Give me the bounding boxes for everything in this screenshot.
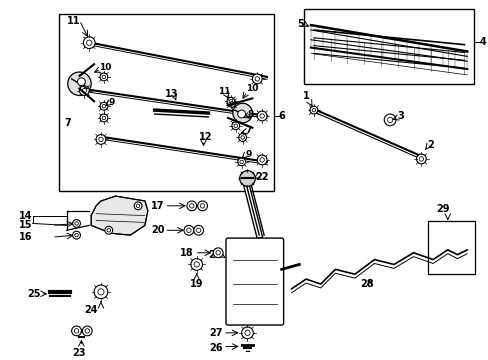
Text: 4: 4 bbox=[479, 37, 486, 47]
Text: 5: 5 bbox=[297, 19, 304, 29]
Text: 28: 28 bbox=[359, 279, 373, 289]
Circle shape bbox=[232, 103, 252, 123]
Text: 29: 29 bbox=[435, 204, 448, 214]
Circle shape bbox=[100, 114, 107, 122]
Bar bbox=[59, 14, 273, 191]
Circle shape bbox=[83, 37, 95, 49]
Text: 10: 10 bbox=[99, 63, 111, 72]
Text: 22: 22 bbox=[255, 172, 268, 181]
Circle shape bbox=[190, 258, 202, 270]
Circle shape bbox=[104, 226, 112, 234]
Polygon shape bbox=[91, 196, 147, 235]
Circle shape bbox=[416, 154, 426, 164]
Circle shape bbox=[100, 102, 107, 110]
Circle shape bbox=[384, 114, 395, 126]
Circle shape bbox=[73, 231, 81, 239]
Text: 12: 12 bbox=[198, 132, 212, 143]
Circle shape bbox=[257, 111, 266, 121]
Text: 20: 20 bbox=[151, 225, 164, 235]
Text: 9: 9 bbox=[245, 149, 251, 158]
Circle shape bbox=[78, 78, 85, 86]
Circle shape bbox=[213, 248, 223, 258]
Bar bbox=[427, 221, 474, 274]
Text: 27: 27 bbox=[209, 328, 223, 338]
Text: 7: 7 bbox=[65, 118, 71, 128]
Circle shape bbox=[73, 220, 81, 227]
Text: 8: 8 bbox=[247, 111, 253, 120]
Text: 14: 14 bbox=[19, 211, 33, 221]
Text: 9: 9 bbox=[108, 98, 115, 107]
Circle shape bbox=[94, 285, 107, 299]
Text: 7: 7 bbox=[245, 126, 251, 135]
Text: 6: 6 bbox=[278, 111, 285, 121]
Circle shape bbox=[241, 327, 253, 339]
Circle shape bbox=[134, 202, 142, 210]
Circle shape bbox=[193, 225, 203, 235]
Circle shape bbox=[80, 86, 89, 95]
Text: 25: 25 bbox=[27, 289, 41, 299]
Text: 1: 1 bbox=[302, 91, 309, 101]
Bar bbox=[304, 9, 473, 84]
Text: 16: 16 bbox=[19, 232, 33, 242]
Text: 3: 3 bbox=[396, 111, 403, 121]
Circle shape bbox=[252, 74, 262, 84]
Circle shape bbox=[82, 326, 92, 336]
Circle shape bbox=[72, 326, 81, 336]
Circle shape bbox=[237, 158, 245, 166]
Text: 21: 21 bbox=[208, 250, 222, 260]
Text: 26: 26 bbox=[209, 342, 223, 352]
Text: 2: 2 bbox=[427, 140, 433, 150]
Text: 11: 11 bbox=[67, 16, 80, 26]
Circle shape bbox=[231, 122, 239, 130]
Circle shape bbox=[96, 135, 105, 144]
Circle shape bbox=[197, 201, 207, 211]
Circle shape bbox=[237, 110, 245, 118]
Text: 24: 24 bbox=[84, 306, 98, 315]
Circle shape bbox=[100, 73, 107, 81]
Circle shape bbox=[227, 99, 235, 107]
Text: 18: 18 bbox=[180, 248, 193, 258]
Circle shape bbox=[240, 172, 254, 185]
Circle shape bbox=[309, 106, 317, 114]
FancyBboxPatch shape bbox=[225, 238, 283, 325]
Circle shape bbox=[226, 98, 234, 105]
Text: 10: 10 bbox=[245, 84, 257, 93]
Circle shape bbox=[257, 155, 266, 165]
Text: 19: 19 bbox=[189, 279, 203, 289]
Circle shape bbox=[239, 171, 255, 186]
Circle shape bbox=[186, 201, 196, 211]
Circle shape bbox=[68, 72, 91, 95]
Circle shape bbox=[183, 225, 193, 235]
Circle shape bbox=[238, 134, 246, 141]
Text: 11: 11 bbox=[218, 87, 230, 96]
Text: 17: 17 bbox=[151, 201, 164, 211]
Text: 23: 23 bbox=[73, 348, 86, 359]
Text: 15: 15 bbox=[19, 220, 33, 230]
Text: 13: 13 bbox=[164, 89, 178, 99]
